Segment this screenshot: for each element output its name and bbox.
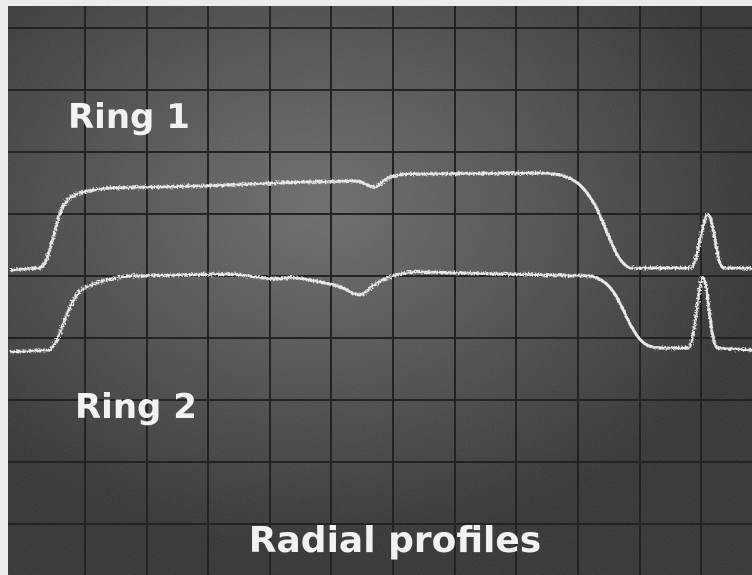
caption: Radial profiles: [249, 520, 541, 561]
screen-grain: [8, 6, 752, 575]
label-ring-2: Ring 2: [75, 387, 197, 427]
label-ring-1: Ring 1: [68, 97, 190, 137]
trace-ring-1: [9, 171, 752, 272]
graticule: [8, 6, 752, 575]
trace-ring-2: [9, 270, 752, 354]
